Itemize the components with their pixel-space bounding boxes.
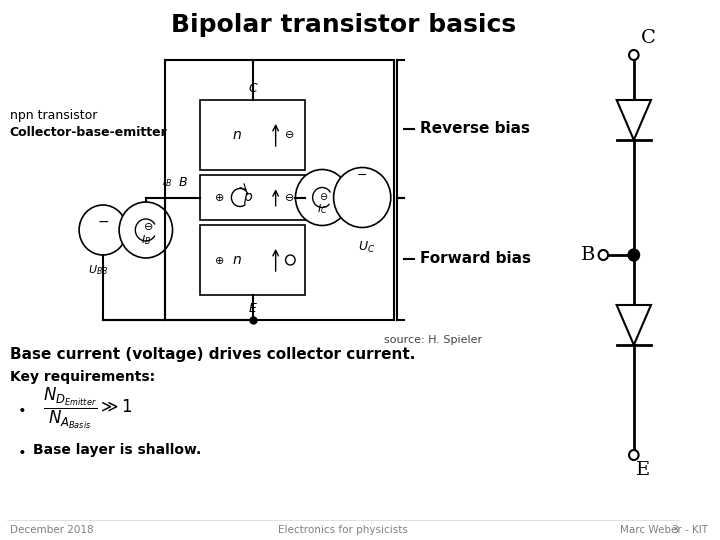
Circle shape <box>629 50 639 60</box>
Text: Forward bias: Forward bias <box>420 251 531 266</box>
Text: E: E <box>248 302 256 315</box>
Text: npn transistor: npn transistor <box>9 109 97 122</box>
Polygon shape <box>616 305 651 345</box>
Text: −: − <box>97 215 109 229</box>
Text: $U_{BB}$: $U_{BB}$ <box>88 263 108 277</box>
Text: Base layer is shallow.: Base layer is shallow. <box>33 443 202 457</box>
Circle shape <box>333 167 391 227</box>
Circle shape <box>629 450 639 460</box>
Text: $\ominus$: $\ominus$ <box>320 191 329 202</box>
Text: $B$: $B$ <box>178 176 188 189</box>
Text: Electronics for physicists: Electronics for physicists <box>278 525 408 535</box>
Text: C: C <box>248 82 257 94</box>
Text: $I_C$: $I_C$ <box>317 202 328 217</box>
Text: $\ominus$: $\ominus$ <box>284 192 294 203</box>
Text: $\oplus$: $\oplus$ <box>214 192 224 203</box>
Text: $\bullet$: $\bullet$ <box>17 401 25 415</box>
Text: December 2018: December 2018 <box>9 525 93 535</box>
Text: E: E <box>636 461 650 479</box>
Text: p: p <box>243 191 252 205</box>
Text: n: n <box>233 253 241 267</box>
Text: $U_C$: $U_C$ <box>359 240 376 255</box>
Text: source: H. Spieler: source: H. Spieler <box>384 335 482 345</box>
Circle shape <box>119 202 173 258</box>
Text: Key requirements:: Key requirements: <box>9 370 155 384</box>
Circle shape <box>286 255 295 265</box>
Text: Bipolar transistor basics: Bipolar transistor basics <box>171 13 516 37</box>
Circle shape <box>628 249 639 261</box>
Text: Collector-base-emitter: Collector-base-emitter <box>9 125 167 138</box>
Text: Reverse bias: Reverse bias <box>420 122 531 136</box>
Text: B: B <box>581 246 595 264</box>
Text: $\dfrac{N_{D_{Emitter}}}{N_{A_{Basis}}} \gg 1$: $\dfrac{N_{D_{Emitter}}}{N_{A_{Basis}}} … <box>43 386 132 431</box>
Text: $I_B$: $I_B$ <box>141 233 151 247</box>
Circle shape <box>295 170 349 226</box>
Text: $\oplus$: $\oplus$ <box>214 254 224 266</box>
Text: −: − <box>357 169 367 182</box>
Bar <box>200 225 305 295</box>
Text: C: C <box>641 29 656 47</box>
Circle shape <box>79 205 127 255</box>
Text: $I_B$: $I_B$ <box>162 176 172 190</box>
Bar <box>200 175 305 220</box>
Circle shape <box>598 250 608 260</box>
Bar <box>200 100 305 170</box>
Text: Base current (voltage) drives collector current.: Base current (voltage) drives collector … <box>9 348 415 362</box>
Polygon shape <box>616 100 651 140</box>
Bar <box>165 60 394 320</box>
Text: Marc Weber - KIT: Marc Weber - KIT <box>619 525 708 535</box>
Text: 3: 3 <box>672 525 679 535</box>
Text: n: n <box>233 128 241 142</box>
Text: $\ominus$: $\ominus$ <box>143 221 153 233</box>
Text: $\ominus$: $\ominus$ <box>284 130 294 140</box>
Text: $\bullet$: $\bullet$ <box>17 443 25 457</box>
